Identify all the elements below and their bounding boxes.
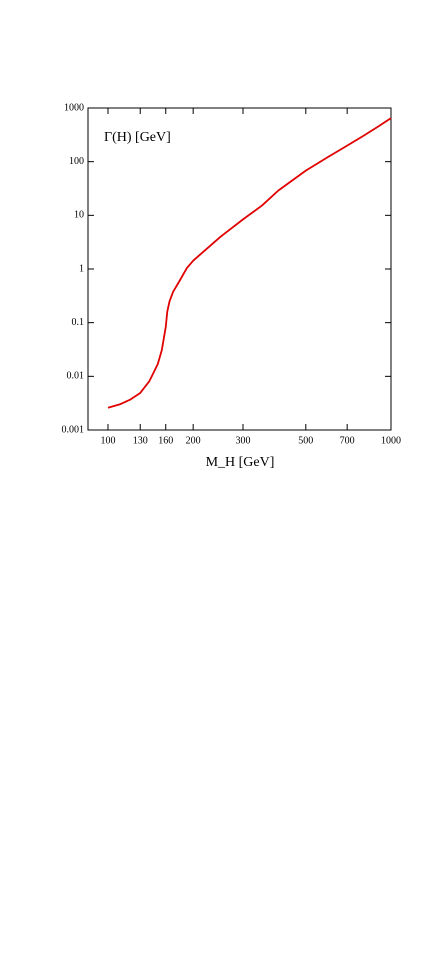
x-tick-label: 160 xyxy=(158,435,173,446)
x-tick-label: 1000 xyxy=(381,435,401,446)
y-tick-label: 0.1 xyxy=(72,317,85,328)
y-tick-label: 0.01 xyxy=(67,371,85,382)
x-tick-label: 300 xyxy=(236,435,251,446)
x-tick-label: 100 xyxy=(100,435,115,446)
data-line xyxy=(107,117,392,409)
x-tick-label: 500 xyxy=(298,435,313,446)
y-tick-label: 10 xyxy=(74,210,84,221)
y-tick-label: 1000 xyxy=(64,102,84,113)
x-tick-label: 130 xyxy=(133,435,148,446)
y-axis-label: Γ(H) [GeV] xyxy=(104,130,171,145)
x-tick-label: 700 xyxy=(340,435,355,446)
y-tick-label: 100 xyxy=(69,156,84,167)
x-tick-label: 200 xyxy=(186,435,201,446)
y-tick-label: 0.001 xyxy=(62,424,85,435)
y-tick-label: 1 xyxy=(79,263,84,274)
x-axis-label: M_H [GeV] xyxy=(206,455,275,470)
